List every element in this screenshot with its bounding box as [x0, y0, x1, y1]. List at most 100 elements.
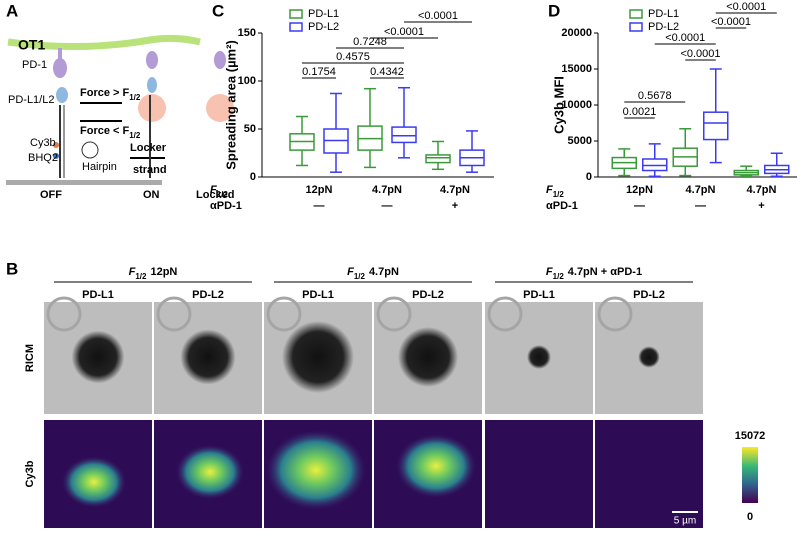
p-value: <0.0001	[384, 26, 424, 38]
ricm-ring	[156, 296, 192, 332]
x-tick-label: —	[634, 200, 645, 212]
x-tick-label: 4.7pN	[747, 184, 777, 196]
label-main: F	[129, 266, 136, 278]
cy3b-signal	[266, 430, 366, 510]
label-main: F	[210, 184, 217, 196]
cell-label: OT1	[18, 37, 45, 53]
state-label: ON	[143, 189, 160, 201]
column-label: PD-L2	[412, 289, 444, 301]
ricm-ring	[376, 296, 412, 332]
cell-contact	[282, 321, 354, 393]
label-sub: 1/2	[217, 190, 229, 199]
x-tick-label: +	[758, 200, 764, 212]
locker-label: strand	[133, 164, 167, 176]
scale-bar-label: 5 µm	[674, 516, 696, 527]
y-tick-label: 5000	[568, 135, 592, 147]
p-value: 0.0021	[623, 106, 657, 118]
panel-letter: B	[6, 259, 18, 278]
label-main: F	[546, 266, 553, 278]
y-tick-label: 0	[250, 171, 256, 183]
x-tick-label: —	[695, 200, 706, 212]
text: 1/2	[129, 131, 141, 140]
p-value: <0.0001	[680, 48, 720, 60]
box	[391, 126, 417, 144]
cy3b-image	[485, 420, 593, 528]
x-tick-label: +	[452, 200, 458, 212]
p-value: 0.4575	[336, 51, 370, 63]
quencher-label: BHQ2	[28, 152, 58, 164]
legend-marker	[629, 22, 643, 32]
label: F1/2 4.7pN + αPD-1	[546, 266, 642, 281]
cy3b-signal	[396, 434, 476, 498]
y-axis-label: Cy3b MFI	[551, 76, 566, 134]
row-label: Cy3b	[24, 460, 36, 487]
dye-label: Cy3b	[30, 137, 56, 149]
legend-marker	[289, 9, 303, 19]
cell-contact	[71, 330, 125, 384]
p-value: <0.0001	[711, 16, 751, 28]
x-tick-label: 4.7pN	[440, 184, 470, 196]
legend-marker	[289, 22, 303, 32]
ricm-ring	[487, 296, 523, 332]
cell-contact	[527, 345, 551, 369]
cy3b-signal	[176, 444, 244, 500]
legend-label: PD-L2	[648, 21, 679, 33]
column-label: PD-L1	[82, 289, 114, 301]
cell-contact	[398, 327, 458, 387]
y-tick-label: 10000	[561, 99, 592, 111]
colorbar-min: 0	[747, 511, 753, 523]
y-tick-label: 50	[244, 123, 256, 135]
ricm-ring	[266, 296, 302, 332]
x-tick-label: —	[382, 200, 393, 212]
legend-marker	[629, 9, 643, 19]
force-low: Force < F1/2	[80, 125, 141, 140]
panel-a	[0, 0, 234, 200]
column-label: PD-L2	[633, 289, 665, 301]
x-tick-label: 12pN	[626, 184, 653, 196]
y-tick-label: 0	[586, 171, 592, 183]
cell-contact	[180, 329, 236, 385]
x-tick-label: 4.7pN	[686, 184, 716, 196]
label: F1/2 4.7pN	[347, 266, 399, 281]
text: Force < F	[80, 125, 129, 137]
ligand-label: PD-L1/L2	[8, 94, 54, 106]
label: F1/2	[546, 184, 564, 199]
hairpin-label: Hairpin	[82, 161, 117, 173]
ricm-ring	[597, 296, 633, 332]
cell-contact	[638, 346, 660, 368]
label: F1/2	[210, 184, 228, 199]
y-axis-label: Spreading area (µm²)	[223, 40, 238, 170]
label-condition: 4.7pN + αPD-1	[568, 266, 642, 278]
y-tick-label: 20000	[561, 27, 592, 39]
box	[703, 111, 729, 141]
p-value: <0.0001	[665, 32, 705, 44]
label-sub: 1/2	[553, 272, 565, 281]
locker-label: Locker	[130, 142, 167, 154]
panel-letter: D	[548, 1, 560, 20]
receptor-label: PD-1	[22, 59, 47, 71]
label-condition: 12pN	[150, 266, 177, 278]
row-label: αPD-1	[210, 200, 242, 212]
column-label: PD-L1	[523, 289, 555, 301]
panel-letter: C	[212, 1, 224, 20]
row-label: αPD-1	[546, 200, 578, 212]
legend-label: PD-L1	[308, 8, 339, 20]
y-tick-label: 100	[238, 75, 256, 87]
ricm-ring	[46, 296, 82, 332]
x-tick-label: 4.7pN	[372, 184, 402, 196]
label-sub: 1/2	[354, 272, 366, 281]
column-label: PD-L2	[192, 289, 224, 301]
force-high: Force > F1/2	[80, 87, 141, 102]
p-value: 0.4342	[370, 66, 404, 78]
text: 1/2	[129, 93, 141, 102]
label-sub: 1/2	[553, 190, 565, 199]
panel-letter: A	[6, 1, 18, 20]
label-sub: 1/2	[135, 272, 147, 281]
row-label: RICM	[24, 344, 36, 372]
p-value: 0.1754	[302, 66, 336, 78]
box	[425, 154, 451, 164]
colorbar-max: 15072	[735, 430, 766, 442]
p-value: <0.0001	[418, 10, 458, 22]
label-main: F	[347, 266, 354, 278]
